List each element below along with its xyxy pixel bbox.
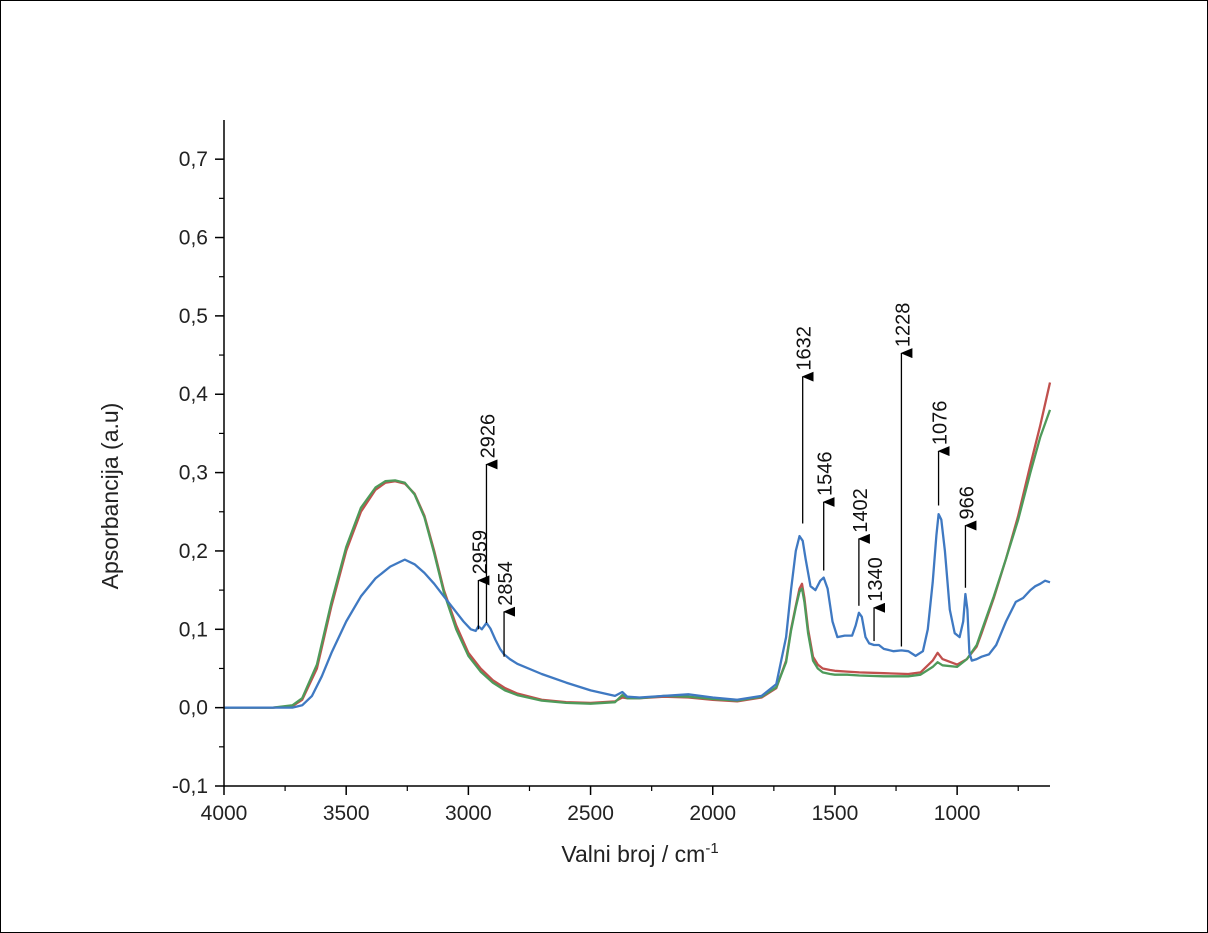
y-tick-label: 0,7 [179, 148, 208, 171]
y-tick-label: 0,2 [179, 540, 208, 563]
axes-layer: -0,1 0,0 0,1 0,2 0,3 0,4 0,5 0,6 0,7 4000 3500 3000… [172, 120, 1050, 825]
peak-label: 966 [956, 486, 978, 519]
peak-label: 2854 [495, 561, 517, 606]
y-tick-label: 0,3 [179, 462, 208, 485]
y-tick-label: 0,0 [179, 697, 208, 720]
peak-label: 2926 [478, 414, 500, 459]
x-tick-label: 1500 [812, 802, 859, 825]
series-layer [224, 382, 1052, 709]
peak-label: 1076 [930, 401, 952, 446]
peak-label: 1340 [865, 557, 887, 602]
y-tick-label: 0,6 [179, 227, 208, 250]
x-tick-label: 4000 [201, 802, 248, 825]
y-tick-label: 0,5 [179, 305, 208, 328]
x-axis-title-sup: -1 [705, 840, 718, 857]
series-line-2 [224, 409, 1052, 709]
x-tick-label: 2000 [689, 802, 736, 825]
y-tick-label: 0,1 [179, 618, 208, 641]
x-axis-title: Valni broj / cm-1 [561, 840, 718, 867]
x-tick-label: 1000 [934, 802, 981, 825]
x-tick-label: 3500 [323, 802, 370, 825]
y-tick-label: -0,1 [172, 775, 208, 798]
series-line-3 [224, 512, 1051, 709]
annotation-layer: 2959 2926 2854 1632 1546 1402 1340 1228 1076 966 [469, 303, 978, 657]
x-tick-label: 2500 [567, 802, 614, 825]
peak-label: 1402 [850, 488, 872, 533]
peak-label: 1632 [794, 326, 816, 371]
y-tick-label: 0,4 [179, 383, 209, 406]
peak-label: 1228 [892, 303, 914, 348]
peak-label: 2959 [469, 530, 491, 575]
y-axis-title: Apsorbancija (a.u) [97, 403, 123, 590]
x-tick-label: 3000 [445, 802, 492, 825]
peak-label: 1546 [815, 452, 837, 497]
x-axis-title-text: Valni broj / cm [561, 841, 705, 867]
